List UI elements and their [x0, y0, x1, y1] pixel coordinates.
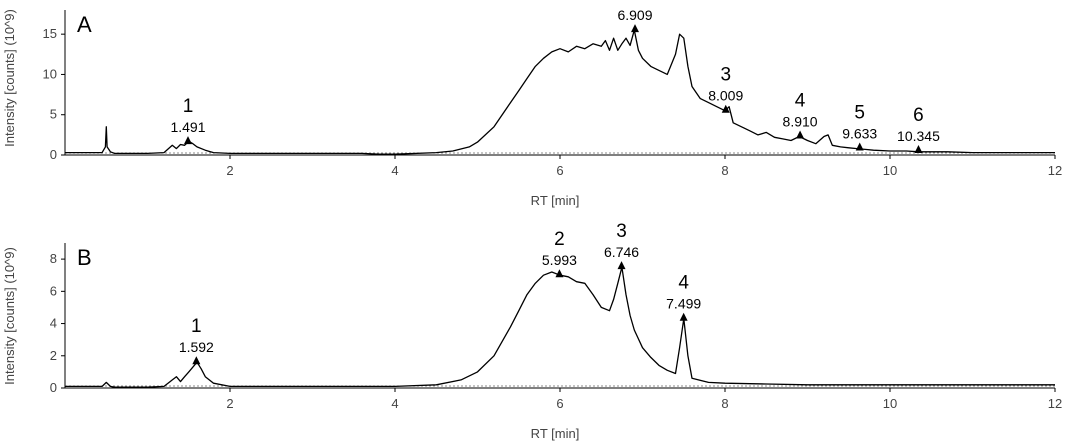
peak-marker	[192, 356, 201, 365]
x-tick-label: 2	[226, 396, 233, 411]
peak-marker	[630, 24, 639, 33]
peak-number-label: 3	[720, 65, 731, 86]
peak-marker	[855, 142, 864, 151]
y-tick-label: 4	[50, 316, 57, 331]
peak-rt-label: 1.592	[179, 339, 214, 355]
y-axis-title: Intensity [counts] (10^9)	[2, 9, 17, 147]
peak-number-label: 1	[191, 316, 202, 337]
x-tick-label: 6	[556, 163, 563, 178]
peak-number-label: 2	[554, 229, 565, 250]
chromatogram-trace	[65, 29, 1055, 155]
x-tick-label: 12	[1048, 163, 1062, 178]
x-tick-label: 8	[721, 396, 728, 411]
peak-rt-label: 1.491	[170, 119, 205, 135]
peak-marker	[679, 312, 688, 321]
peak-marker	[796, 130, 805, 139]
peak-rt-label: 6.909	[617, 7, 652, 23]
peak-number-label: 2	[630, 0, 641, 5]
x-tick-label: 12	[1048, 396, 1062, 411]
peak-marker	[617, 261, 626, 270]
peak-number-label: 5	[854, 103, 865, 124]
peak-marker	[914, 144, 923, 153]
x-tick-label: 4	[391, 396, 398, 411]
x-tick-label: 10	[883, 163, 897, 178]
peak-rt-label: 9.633	[842, 126, 877, 142]
y-tick-label: 0	[50, 147, 57, 162]
x-tick-label: 6	[556, 396, 563, 411]
x-tick-label: 10	[883, 396, 897, 411]
peak-number-label: 1	[183, 96, 194, 117]
y-tick-label: 6	[50, 283, 57, 298]
peak-marker	[721, 104, 730, 113]
peak-number-label: 4	[678, 273, 689, 294]
panel-label: A	[77, 12, 92, 37]
y-tick-label: 15	[43, 26, 57, 41]
peak-marker	[555, 269, 564, 278]
peak-number-label: 3	[616, 221, 627, 242]
peak-rt-label: 10.345	[897, 128, 940, 144]
panel-label: B	[77, 245, 92, 270]
y-tick-label: 10	[43, 66, 57, 81]
peak-rt-label: 8.009	[708, 88, 743, 104]
x-tick-label: 2	[226, 163, 233, 178]
peak-rt-label: 7.499	[666, 296, 701, 312]
y-axis-title: Intensity [counts] (10^9)	[2, 247, 17, 385]
peak-number-label: 4	[795, 90, 806, 111]
x-tick-label: 8	[721, 163, 728, 178]
y-tick-label: 2	[50, 348, 57, 363]
chromatogram-trace	[65, 266, 1055, 388]
y-tick-label: 0	[50, 380, 57, 395]
y-tick-label: 8	[50, 251, 57, 266]
peak-rt-label: 8.910	[783, 113, 818, 129]
x-axis-title: RT [min]	[531, 426, 580, 441]
peak-rt-label: 5.993	[542, 252, 577, 268]
peak-marker	[184, 136, 193, 145]
peak-number-label: 6	[913, 105, 924, 126]
peak-rt-label: 6.746	[604, 244, 639, 260]
x-axis-title: RT [min]	[531, 193, 580, 208]
y-tick-label: 5	[50, 107, 57, 122]
x-tick-label: 4	[391, 163, 398, 178]
